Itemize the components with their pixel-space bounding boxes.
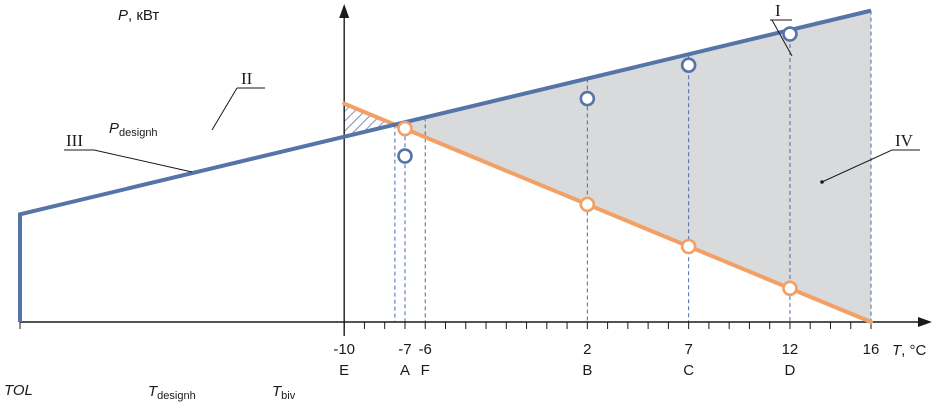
data-point-markers [397,26,798,297]
point-letter-A: A [400,362,410,379]
label-IV-group: IV [820,131,920,184]
y-axis-title: P, кВт [118,7,159,24]
point-letter-E: E [339,362,349,379]
label-I: I [775,1,781,20]
label-II-group: II [211,69,265,131]
x-tick-label: -7 [398,341,411,358]
x-tick-label: 2 [583,341,591,358]
x-tick-label: -6 [419,341,432,358]
data-point-II [782,280,798,297]
y-axis-arrow [339,4,350,18]
data-point-I [397,148,413,164]
x-axis-title: T, °C [892,342,927,359]
label-I-group: I [770,1,793,57]
label-IV: IV [895,131,914,150]
x-axis-arrow [918,317,932,327]
x-tick-labels: -10 E -7 A -6 F 2 B 7 C 12 D 16 [333,341,879,379]
tol-label: TOL [4,382,33,399]
x-tick-label: 16 [863,341,880,358]
label-III: III [66,131,83,150]
t-designh-label: Tdesignh [148,383,196,402]
data-point-I [680,57,697,74]
t-biv-label: Tbiv [272,383,296,402]
region-iii-hatched [344,103,395,137]
x-tick-label: 12 [782,341,799,358]
point-letter-B: B [582,362,592,379]
x-tick-label: -10 [333,341,355,358]
data-point-II [680,238,697,255]
series-line-I [18,8,872,322]
x-axis-ticks [19,322,872,329]
data-point-I [782,26,798,42]
region-iv-surplus [394,10,871,323]
x-tick-label: 7 [684,341,692,358]
label-III-group: III [64,131,193,173]
data-point-II [579,196,596,213]
point-letter-D: D [785,362,796,379]
data-point-II [397,120,413,137]
data-point-I [579,90,596,107]
point-letter-C: C [683,362,694,379]
p-designh-label: Pdesignh [109,120,158,139]
point-letter-F: F [421,362,430,379]
label-II: II [241,69,253,88]
